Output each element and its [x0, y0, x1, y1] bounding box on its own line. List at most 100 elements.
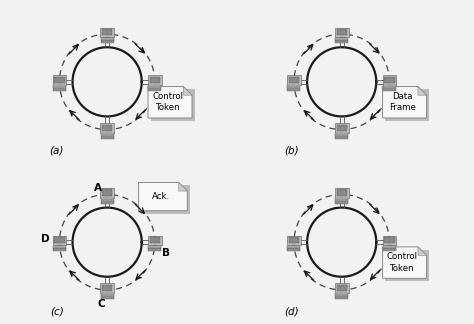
Polygon shape — [179, 182, 187, 191]
Bar — [53, 246, 66, 248]
Bar — [148, 89, 161, 91]
Bar — [100, 40, 114, 41]
Text: A: A — [94, 183, 102, 193]
Bar — [100, 188, 114, 198]
Bar — [148, 246, 161, 248]
Text: Ack.: Ack. — [152, 192, 170, 201]
Text: Control
Token: Control Token — [387, 252, 418, 273]
Bar — [289, 237, 299, 243]
Bar — [154, 245, 156, 246]
Bar — [102, 29, 112, 35]
Bar — [383, 249, 396, 251]
Bar — [53, 85, 66, 87]
Bar — [335, 41, 348, 43]
Bar — [53, 236, 66, 245]
Bar — [383, 75, 396, 85]
Bar — [100, 202, 114, 204]
Bar — [100, 295, 114, 297]
Bar — [100, 38, 114, 40]
Bar — [335, 188, 348, 198]
Bar — [335, 294, 348, 295]
Text: (c): (c) — [50, 306, 64, 316]
Bar — [100, 41, 114, 43]
Bar — [384, 237, 395, 243]
Bar — [335, 295, 348, 297]
Bar — [289, 77, 299, 83]
Bar — [388, 245, 391, 246]
Text: (a): (a) — [50, 146, 64, 156]
Bar — [100, 297, 114, 299]
Bar — [383, 87, 396, 89]
Polygon shape — [418, 247, 427, 256]
Bar — [100, 200, 114, 202]
Bar — [148, 249, 161, 251]
Bar — [53, 87, 66, 89]
Bar — [100, 198, 114, 200]
Bar — [106, 293, 108, 294]
Text: (d): (d) — [284, 306, 299, 316]
Polygon shape — [418, 87, 427, 95]
Bar — [335, 123, 348, 133]
Text: B: B — [162, 248, 170, 258]
Bar — [335, 200, 348, 202]
Bar — [337, 124, 347, 131]
Bar — [148, 85, 161, 87]
Bar — [383, 236, 396, 245]
Bar — [150, 77, 160, 83]
Bar — [293, 245, 295, 246]
Bar — [335, 284, 348, 293]
Bar — [335, 202, 348, 204]
Bar — [383, 246, 396, 248]
Bar — [288, 85, 301, 87]
Bar — [100, 123, 114, 133]
Bar — [287, 236, 301, 245]
Bar — [100, 137, 114, 139]
Bar — [287, 75, 301, 85]
Bar — [288, 248, 301, 249]
Bar — [54, 237, 64, 243]
Bar — [335, 198, 348, 200]
Bar — [341, 293, 343, 294]
Bar — [288, 249, 301, 251]
Bar — [385, 250, 429, 281]
Bar — [150, 237, 160, 243]
Polygon shape — [183, 87, 192, 95]
Text: Data
Frame: Data Frame — [389, 92, 416, 112]
Bar — [337, 190, 347, 196]
Bar — [385, 89, 429, 121]
Text: (b): (b) — [284, 146, 299, 156]
Bar — [58, 245, 61, 246]
Text: C: C — [97, 299, 105, 309]
Bar — [383, 89, 396, 91]
Bar — [102, 190, 112, 196]
Bar — [53, 89, 66, 91]
Bar — [337, 29, 347, 35]
Bar — [100, 133, 114, 135]
Bar — [100, 284, 114, 293]
Bar — [102, 285, 112, 291]
Polygon shape — [383, 247, 427, 278]
Bar — [100, 135, 114, 137]
Bar — [288, 89, 301, 91]
Polygon shape — [383, 87, 427, 118]
Text: D: D — [41, 234, 50, 244]
Bar — [102, 124, 112, 131]
Bar — [335, 137, 348, 139]
Bar — [53, 248, 66, 249]
Bar — [288, 87, 301, 89]
Bar — [335, 40, 348, 41]
Bar — [100, 294, 114, 295]
Bar — [53, 249, 66, 251]
Bar — [148, 248, 161, 249]
Bar — [383, 248, 396, 249]
Bar — [335, 133, 348, 135]
Text: Control
Token: Control Token — [152, 92, 183, 112]
Bar — [288, 246, 301, 248]
Bar — [141, 185, 190, 214]
Bar — [53, 75, 66, 85]
Bar — [54, 77, 64, 83]
Bar — [106, 37, 108, 38]
Bar — [341, 37, 343, 38]
Bar — [100, 28, 114, 37]
Bar — [384, 77, 395, 83]
